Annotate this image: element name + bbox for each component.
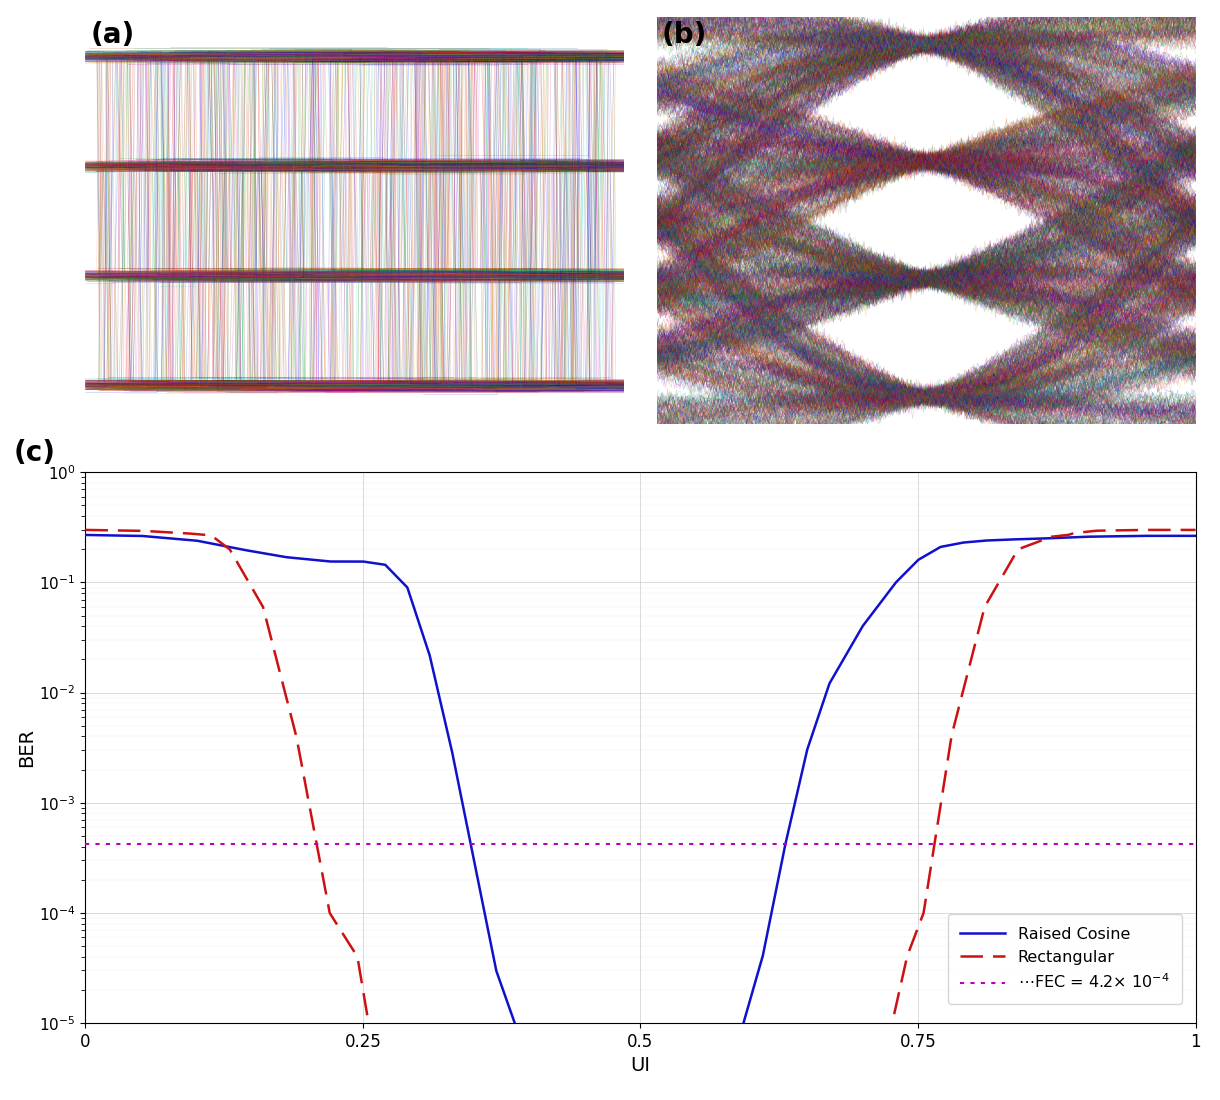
Raised Cosine [1188, 529, 1203, 542]
Rectangular [367, 1049, 382, 1063]
Raised Cosine [205, 537, 220, 550]
Rectangular [78, 524, 93, 537]
Raised Cosine [78, 528, 93, 541]
Rectangular [553, 1049, 567, 1063]
Rectangular [1047, 530, 1061, 543]
Text: (b): (b) [662, 21, 708, 48]
Raised Cosine [533, 1049, 548, 1063]
Y-axis label: BER: BER [17, 728, 37, 767]
Rectangular [1188, 524, 1203, 537]
X-axis label: UI: UI [631, 1056, 650, 1076]
Rectangular [271, 658, 285, 671]
Line: Raised Cosine: Raised Cosine [85, 535, 1196, 1056]
Rectangular [504, 1049, 518, 1063]
Text: (c): (c) [13, 439, 55, 466]
Raised Cosine [1166, 529, 1181, 542]
Raised Cosine [271, 549, 285, 562]
Line: Rectangular: Rectangular [85, 530, 1196, 1056]
Text: (a): (a) [90, 21, 135, 48]
Raised Cosine [504, 1006, 518, 1020]
Raised Cosine [1047, 531, 1061, 544]
Rectangular [1166, 524, 1181, 537]
Legend: Raised Cosine, Rectangular, $\mathregular{\cdots}$FEC = 4.2$\times$ 10$^{-4}$: Raised Cosine, Rectangular, $\mathregula… [948, 914, 1182, 1004]
Rectangular [205, 530, 220, 543]
Raised Cosine [553, 1049, 567, 1063]
